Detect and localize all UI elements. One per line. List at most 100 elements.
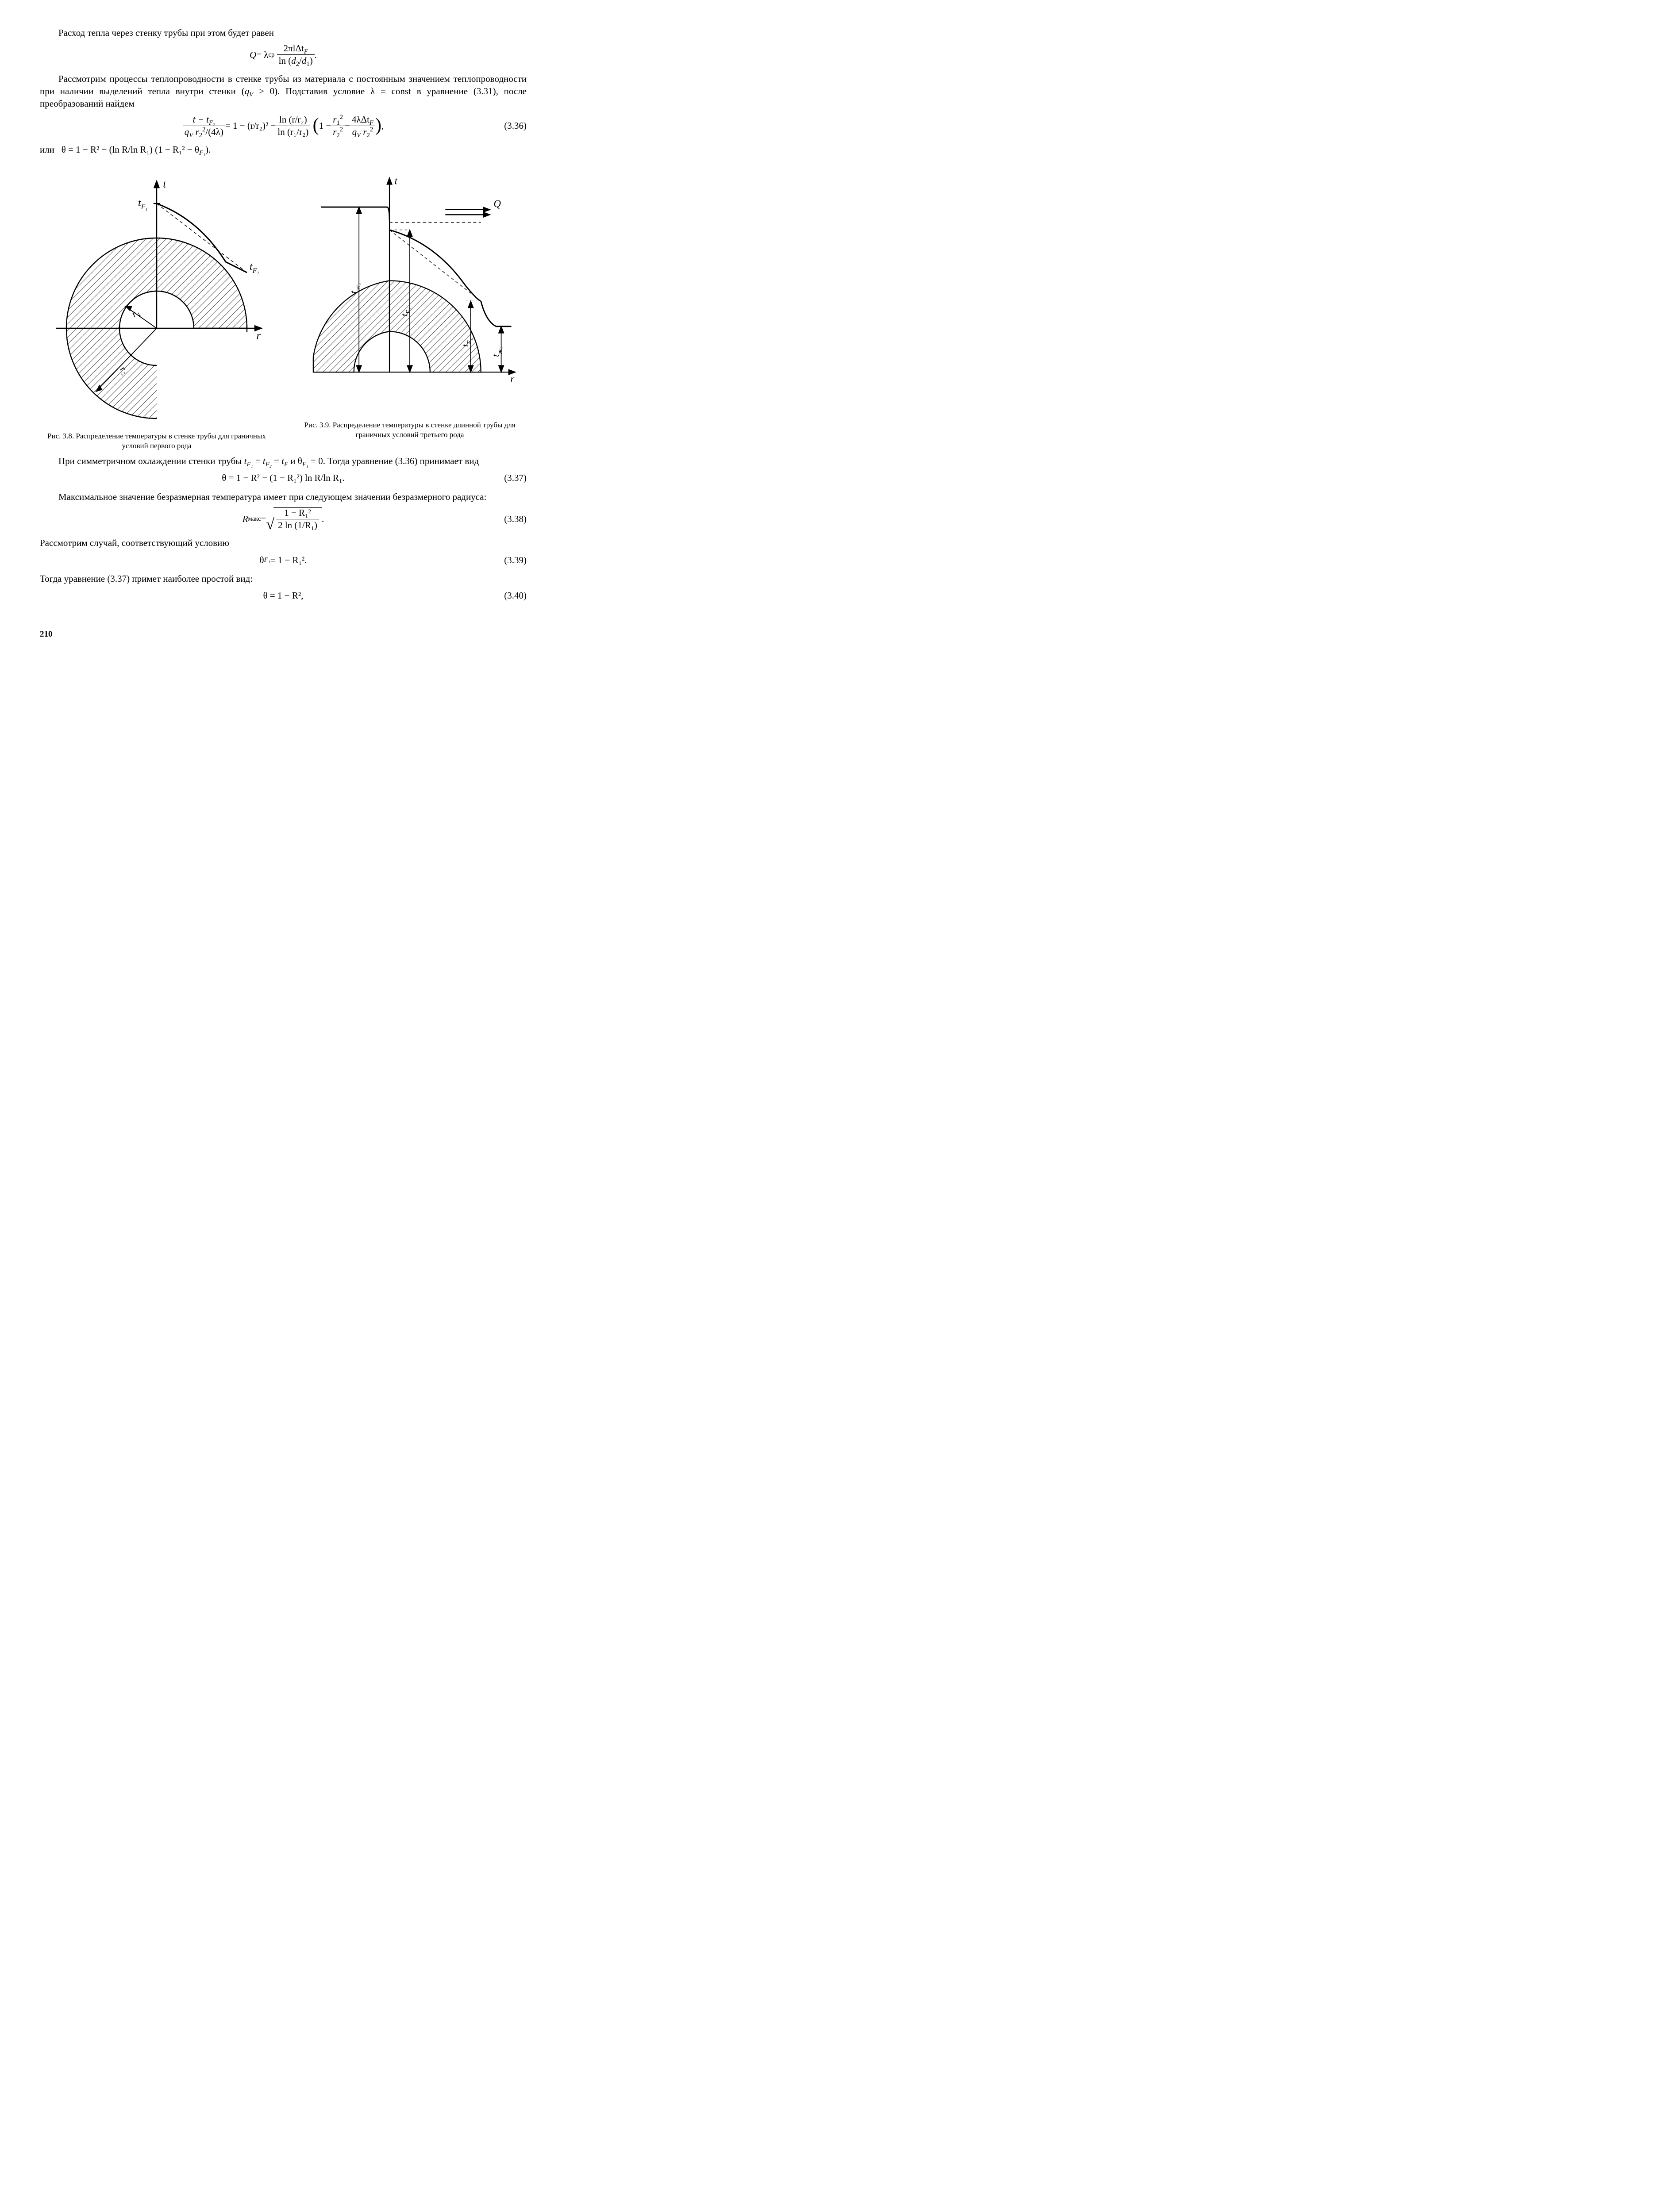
eq336-inner-a: 1 − <box>319 119 331 132</box>
eq338-number: (3.38) <box>504 513 527 525</box>
eq336-mfrac-den: ln (r₁/r₂) <box>276 126 310 137</box>
equation-3-36: t − tF₂ qV r22/(4λ) = 1 − (r/r₂)² − ln (… <box>40 115 527 137</box>
fig39-r-label: r <box>510 373 514 384</box>
eq336-rfrac2-den-b: r <box>361 127 366 137</box>
equation-3-38: Rмакс = √ 1 − R₁² 2 ln (1/R₁) . (3.38) <box>40 507 527 530</box>
figure-3-8: t tF₁ tF₂ r r₁ r₂ Рис. 3.8. Распределени… <box>40 169 273 450</box>
eqQ-d2s: 2 <box>296 61 299 68</box>
eq339-l: θ <box>260 554 264 566</box>
eq336-rfrac2: 4λΔtF qV r22 <box>350 115 375 137</box>
eq336-tail: , <box>381 119 384 132</box>
fig38-r1: r₁ <box>130 307 142 319</box>
para3-d: и θ <box>290 456 302 466</box>
eq338-eq: = <box>261 513 266 525</box>
equation-3-39: θF₁ = 1 − R₁². (3.39) <box>40 554 527 566</box>
eq336-lfrac-den-bs: 2 <box>199 132 202 139</box>
eq336-lfrac-num-sub: F₂ <box>209 119 215 127</box>
eq336-number: (3.36) <box>504 119 527 132</box>
page-number: 210 <box>40 629 527 640</box>
eq336-rfrac2-den-as: V <box>357 132 361 139</box>
eq336-rfrac2-den-sup: 2 <box>370 126 373 133</box>
line-or-sub: F₁ <box>199 150 205 157</box>
para3-b: = <box>255 456 263 466</box>
eq338-sqrt: √ 1 − R₁² 2 ln (1/R₁) <box>266 507 322 530</box>
para3-tF2s: F₂ <box>266 461 272 468</box>
figure-3-9: t Q tж₁ tF₁ tF₂ tж₂ r Рис. 3.9. Распреде… <box>293 169 527 450</box>
fig38-tF1s: F₁ <box>141 204 148 211</box>
eq336-rfrac1-den-sup: 2 <box>340 126 343 133</box>
eq337-number: (3.37) <box>504 472 527 484</box>
eq336-lfrac-den-as: V <box>189 132 193 139</box>
eq336-rfrac1: r12 r22 <box>331 115 345 137</box>
para2-qvs: V <box>249 91 253 98</box>
line-or: или θ = 1 − R² − (ln R/ln R₁) (1 − R₁² −… <box>40 143 527 156</box>
eq340-body: θ = 1 − R², <box>263 589 304 602</box>
figure-3-8-caption: Рис. 3.8. Распределение температуры в ст… <box>40 431 273 450</box>
eq338-den: 2 ln (1/R₁) <box>276 519 319 530</box>
eq339-r: = 1 − R₁². <box>270 554 307 566</box>
para3-tFs: F <box>284 461 288 468</box>
eqQ-lhs: Q <box>250 49 256 61</box>
para3-thF1s: F₁ <box>302 461 308 468</box>
eqQ-den-l: ln ( <box>279 55 292 66</box>
equation-3-40: θ = 1 − R², (3.40) <box>40 589 527 602</box>
paragraph-consider: Рассмотрим процессы теплопроводности в с… <box>40 73 527 110</box>
eq339-number: (3.39) <box>504 554 527 566</box>
fig39-t-label: t <box>395 176 398 187</box>
figure-3-9-caption: Рис. 3.9. Распределение температуры в ст… <box>293 420 527 439</box>
eq336-lfrac-num: t − t <box>193 114 209 125</box>
eqQ-d2: d <box>291 55 296 66</box>
eq340-number: (3.40) <box>504 589 527 602</box>
eq336-mfrac: ln (r/r₂) ln (r₁/r₂) <box>276 115 310 137</box>
para3-a: При симметричном охлаждении стенки трубы <box>58 456 244 466</box>
equation-Q: Q = λср 2πlΔtF ln (d2/d1) . <box>40 43 527 66</box>
eq336-rfrac1-num-sup: 2 <box>340 114 343 121</box>
para3-c: = <box>274 456 281 466</box>
eq336-rfrac2-num-s: F <box>369 119 373 127</box>
paragraph-heat-flow: Расход тепла через стенку трубы при этом… <box>40 27 527 39</box>
eq338-lhs: R <box>242 513 248 525</box>
paragraph-max: Максимальное значение безразмерная темпе… <box>40 491 527 503</box>
eqQ-num: 2πlΔt <box>284 43 304 54</box>
eq336-lfrac-den-a: q <box>185 127 189 137</box>
eq336-rfrac2-den-bs: 2 <box>367 132 370 139</box>
eq338-dot: . <box>322 513 324 525</box>
eq336-mid1: = 1 − (r/r₂)² − <box>225 119 276 132</box>
eq336-rfrac1-den-s: 2 <box>336 132 339 139</box>
eqQ-op: = λ <box>256 49 268 61</box>
eq336-mfrac-num: ln (r/r₂) <box>276 115 310 126</box>
eq338-num: 1 − R₁² <box>276 508 319 519</box>
eqQ-dot: . <box>315 49 317 61</box>
figure-3-9-svg: t Q tж₁ tF₁ tF₂ tж₂ r <box>293 169 527 413</box>
eqQ-d1: d <box>302 55 307 66</box>
eq336-rfrac2-den-a: q <box>352 127 357 137</box>
fig38-tF2s: F₂ <box>252 267 260 275</box>
figure-3-8-svg: t tF₁ tF₂ r r₁ r₂ <box>40 169 273 424</box>
line-or-end: ). <box>205 144 211 155</box>
fig38-r-label: r <box>257 330 261 342</box>
equation-3-37: θ = 1 − R² − (1 − R₁²) ln R/ln R₁. (3.37… <box>40 472 527 484</box>
eq336-lfrac-den-b: r <box>193 127 199 137</box>
fig39-Q-label: Q <box>493 198 501 209</box>
eq336-lparen: ( <box>313 117 319 134</box>
fig39-tF2s: F₂ <box>466 338 473 345</box>
para2-qv: q <box>245 86 250 96</box>
eq336-lfrac-den-c: /(4λ) <box>205 127 223 137</box>
eq336-lfrac: t − tF₂ qV r22/(4λ) <box>183 115 225 137</box>
paragraph-symmetric: При симметричном охлаждении стенки трубы… <box>40 455 527 467</box>
line-or-text: или θ = 1 − R² − (ln R/ln R₁) (1 − R₁² −… <box>40 144 199 155</box>
eqQ-d1s: 1 <box>306 61 309 68</box>
eq336-rfrac1-num-s: 1 <box>336 119 339 127</box>
svg-text:tF₁: tF₁ <box>138 197 148 211</box>
eqQ-frac: 2πlΔtF ln (d2/d1) <box>277 43 315 66</box>
fig38-t-label: t <box>163 179 166 190</box>
eq336-rfrac2-num: 4λΔt <box>352 114 369 125</box>
para3-e: = 0. Тогда уравнение (3.36) принимает ви… <box>311 456 479 466</box>
eqQ-num-sub: F <box>304 49 308 56</box>
fig39-tF1s: F₁ <box>405 308 412 314</box>
svg-text:tF₂: tF₂ <box>250 261 259 275</box>
paragraph-case: Рассмотрим случай, соответствующий услов… <box>40 537 527 549</box>
fig39-tzh1s: ж₁ <box>354 283 361 291</box>
fig39-tzh2s: ж₂ <box>496 346 503 354</box>
eq336-rparen: ) <box>375 117 381 134</box>
